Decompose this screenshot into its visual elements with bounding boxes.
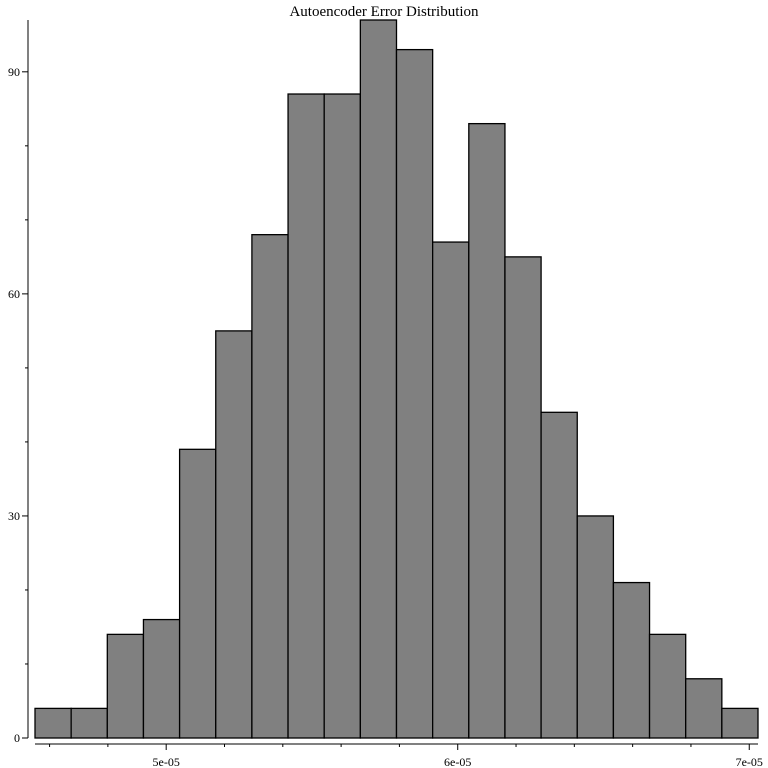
y-ticks-group: 0 30 60 90 xyxy=(8,65,28,745)
histogram-bar xyxy=(431,241,470,739)
y-tick-label: 90 xyxy=(8,65,20,79)
histogram-bar xyxy=(395,48,434,739)
x-tick-label: 6e-05 xyxy=(444,755,471,768)
histogram-bar xyxy=(721,707,759,739)
histogram-bar xyxy=(359,19,398,739)
histogram-bar xyxy=(178,448,217,739)
chart-title: Autoencoder Error Distribution xyxy=(289,4,479,20)
histogram-bar xyxy=(648,633,687,739)
histogram-bar xyxy=(612,581,651,739)
histogram-bar xyxy=(287,93,325,739)
histogram-bar xyxy=(504,256,542,739)
histogram-bar xyxy=(142,618,181,739)
bars-group xyxy=(34,19,759,739)
histogram-bar xyxy=(215,330,253,739)
x-ticks-group: 5e-05 6e-05 7e-05 xyxy=(49,744,763,768)
histogram-bar xyxy=(323,93,362,739)
histogram-bar xyxy=(540,411,578,739)
y-tick-label: 0 xyxy=(14,731,20,745)
histogram-bar xyxy=(70,707,108,739)
x-tick-label: 7e-05 xyxy=(736,755,763,768)
histogram-bar xyxy=(106,633,145,739)
x-tick-label: 5e-05 xyxy=(153,755,180,768)
histogram-bar xyxy=(251,234,289,739)
histogram-bar xyxy=(685,678,723,739)
histogram-bar xyxy=(468,122,506,739)
histogram-bar xyxy=(576,515,615,739)
y-tick-label: 30 xyxy=(8,509,20,523)
y-tick-label: 60 xyxy=(8,287,20,301)
histogram-bar xyxy=(34,707,72,739)
